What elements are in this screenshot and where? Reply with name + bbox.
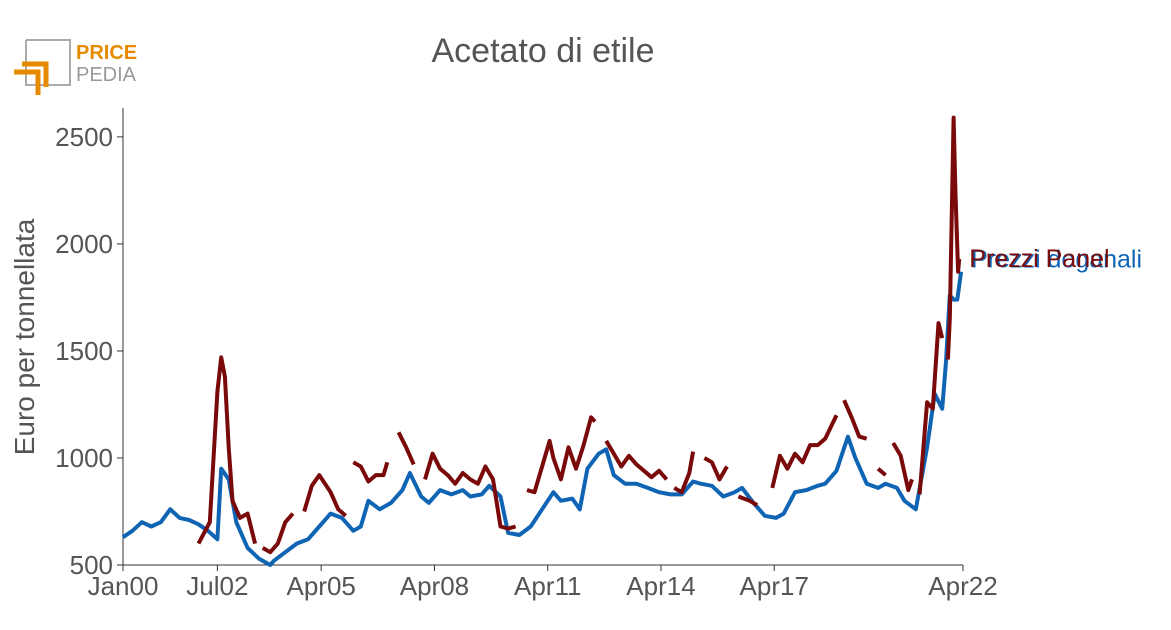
logo-text: PEDIA [76, 64, 137, 86]
line [121, 271, 964, 567]
y-tick-label: 1000 [55, 443, 113, 473]
y-tick-label: 1500 [55, 336, 113, 366]
y-tick-label: 2500 [55, 122, 113, 152]
logo-text: PRICE [76, 42, 137, 64]
x-tick-label: Apr11 [514, 571, 581, 601]
x-tick-label: Apr22 [928, 571, 997, 601]
series-label: Prezzi Panel [969, 245, 1109, 273]
chart-title: Acetato di etile [431, 32, 654, 70]
x-tick-label: Apr17 [740, 571, 809, 601]
series-label: Prezzi doganali [971, 246, 1142, 274]
y-axis-label: Euro per tonnellata [9, 218, 40, 455]
x-tick-label: Apr05 [287, 571, 356, 601]
logo-mark [14, 69, 41, 95]
logo: PRICE PEDIA [14, 39, 137, 95]
x-tick-label: Jul02 [186, 571, 248, 601]
x-tick-label: Apr08 [400, 571, 469, 601]
logo-mark [22, 61, 49, 87]
y-tick-label: 500 [70, 550, 113, 580]
line [196, 115, 962, 555]
y-tick-label: 2000 [55, 229, 113, 259]
x-tick-label: Jan00 [88, 571, 159, 601]
x-tick-label: Apr14 [626, 571, 695, 601]
